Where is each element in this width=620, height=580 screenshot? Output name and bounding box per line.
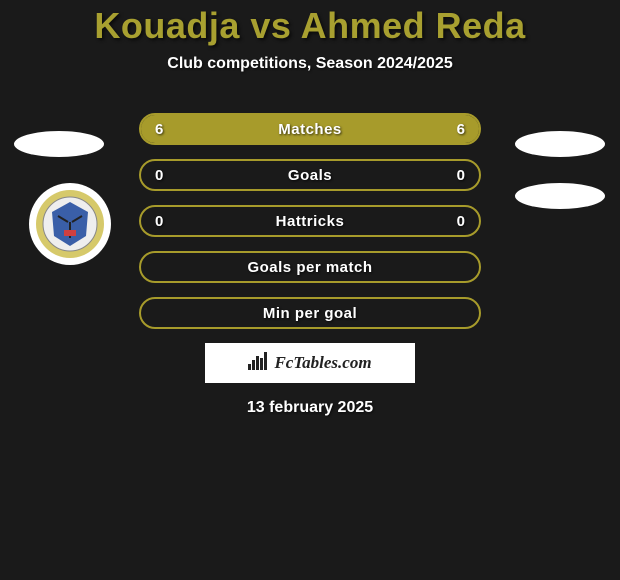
team-right-logo-2 xyxy=(513,178,608,219)
stat-label: Goals xyxy=(288,167,332,184)
team-left-logo-2 xyxy=(28,182,112,271)
stats-container: 6 Matches 6 0 Goals 0 0 Hattricks 0 Goal… xyxy=(139,113,481,329)
stat-label: Min per goal xyxy=(263,305,357,322)
stat-row-goals: 0 Goals 0 xyxy=(139,159,481,191)
stat-value-right: 0 xyxy=(457,213,465,230)
stat-value-right: 0 xyxy=(457,167,465,184)
stat-label: Hattricks xyxy=(276,213,345,230)
bars-icon xyxy=(248,352,270,375)
brand-box[interactable]: FcTables.com xyxy=(205,343,415,383)
team-right-logo-1 xyxy=(513,126,608,167)
brand-text: FcTables.com xyxy=(274,353,371,373)
subtitle: Club competitions, Season 2024/2025 xyxy=(0,55,620,73)
stat-row-matches: 6 Matches 6 xyxy=(139,113,481,145)
team-left-logo-1 xyxy=(12,126,107,167)
stat-value-left: 0 xyxy=(155,167,163,184)
stat-value-right: 6 xyxy=(457,121,465,138)
stat-label: Matches xyxy=(278,121,342,138)
stat-row-gpm: Goals per match xyxy=(139,251,481,283)
stat-label: Goals per match xyxy=(247,259,372,276)
stat-value-left: 6 xyxy=(155,121,163,138)
stat-value-left: 0 xyxy=(155,213,163,230)
stat-row-hattricks: 0 Hattricks 0 xyxy=(139,205,481,237)
page-title: Kouadja vs Ahmed Reda xyxy=(0,5,620,47)
date-line: 13 february 2025 xyxy=(0,399,620,417)
stat-row-mpg: Min per goal xyxy=(139,297,481,329)
